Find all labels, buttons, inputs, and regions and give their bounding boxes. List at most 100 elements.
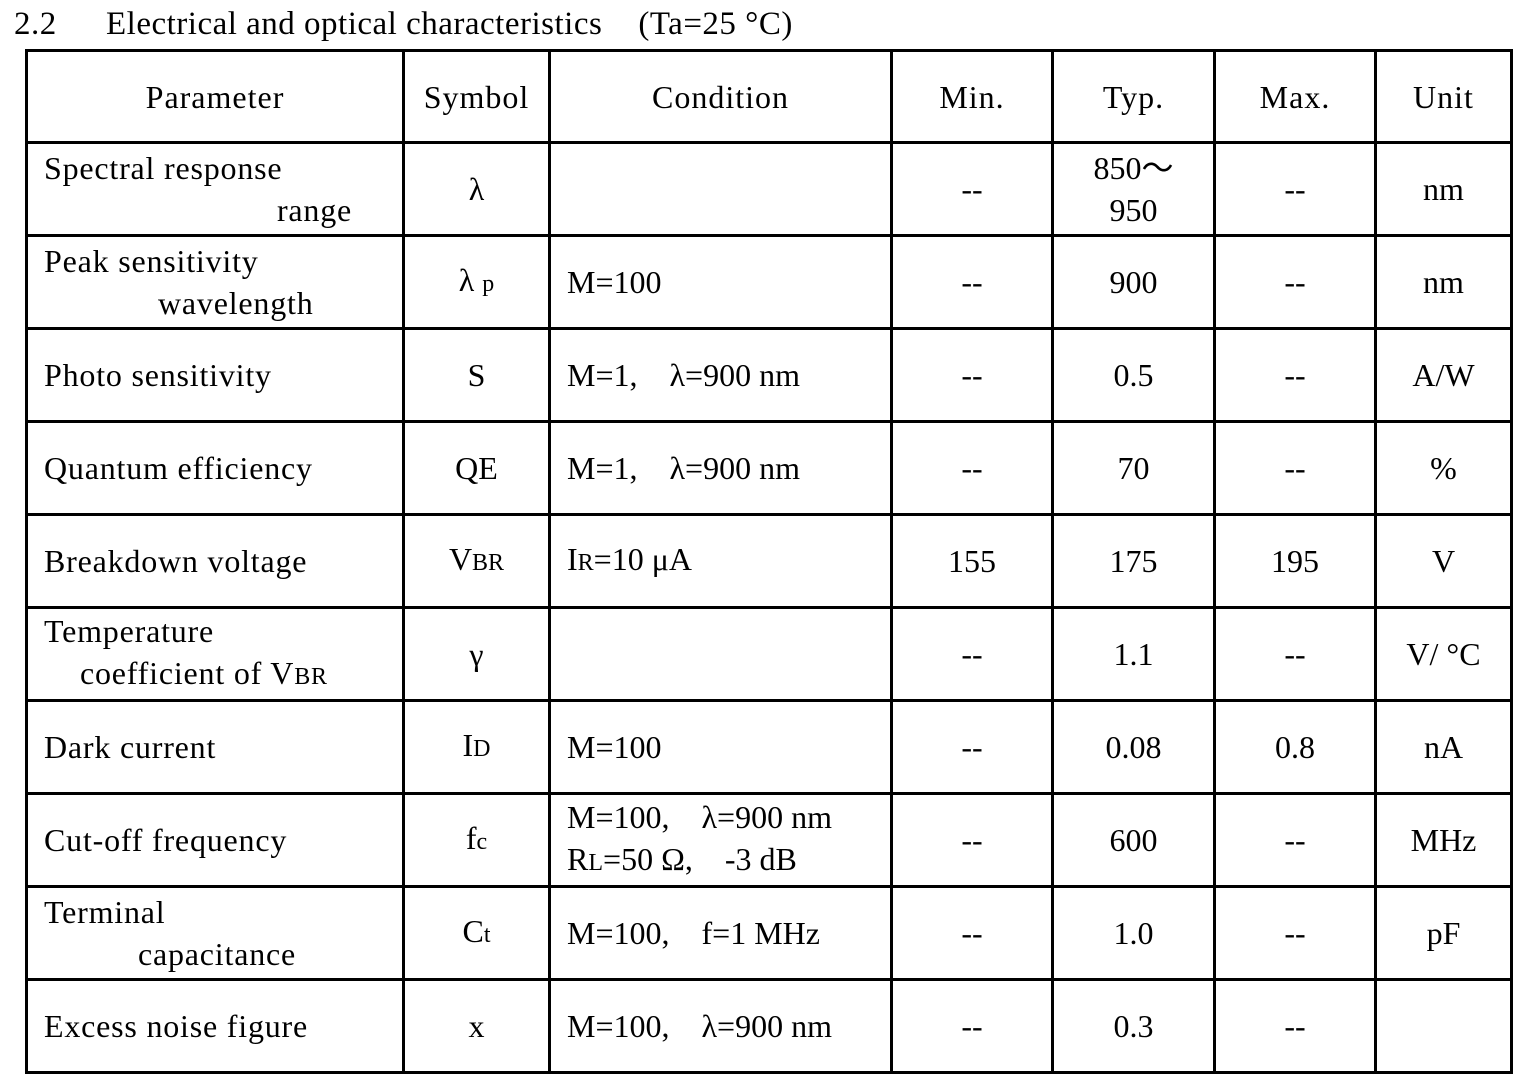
table-row: Quantum efficiency QE M=1, λ=900 nm -- 7… bbox=[25, 420, 1513, 516]
typ-cell: 1.0 bbox=[1051, 885, 1216, 981]
min-cell: -- bbox=[890, 327, 1054, 423]
unit-cell: % bbox=[1374, 420, 1513, 516]
unit-cell: V bbox=[1374, 513, 1513, 609]
max-cell: -- bbox=[1213, 792, 1377, 888]
typ-cell: 900 bbox=[1051, 234, 1216, 330]
parameter-cell: Breakdown voltage bbox=[25, 513, 405, 609]
max-cell: -- bbox=[1213, 885, 1377, 981]
max-cell: -- bbox=[1213, 420, 1377, 516]
condition-cell: M=100, λ=900 nm bbox=[548, 978, 893, 1074]
symbol-cell: ID bbox=[402, 699, 551, 795]
symbol-text: λ bbox=[458, 262, 475, 298]
parameter-cell: Peak sensitivity wavelength bbox=[25, 234, 405, 330]
table-row: Terminal capacitance Ct M=100, f=1 MHz -… bbox=[25, 885, 1513, 981]
max-cell: -- bbox=[1213, 606, 1377, 702]
condition-subscript: L bbox=[588, 850, 604, 876]
condition-text: I bbox=[567, 541, 578, 577]
header-condition: Condition bbox=[548, 49, 893, 144]
condition-text: =10 μA bbox=[593, 541, 692, 577]
symbol-cell: S bbox=[402, 327, 551, 423]
parameter-cell: Quantum efficiency bbox=[25, 420, 405, 516]
max-cell: -- bbox=[1213, 327, 1377, 423]
min-cell: -- bbox=[890, 978, 1054, 1074]
symbol-subscript: c bbox=[476, 829, 488, 855]
max-cell: -- bbox=[1213, 978, 1377, 1074]
parameter-text: Temperature bbox=[44, 613, 215, 649]
typ-cell: 70 bbox=[1051, 420, 1216, 516]
parameter-cell: Terminal capacitance bbox=[25, 885, 405, 981]
parameter-cell: Cut-off frequency bbox=[25, 792, 405, 888]
symbol-cell: VBR bbox=[402, 513, 551, 609]
header-max: Max. bbox=[1213, 49, 1377, 144]
condition-subscript: R bbox=[577, 550, 594, 576]
table-row: Photo sensitivity S M=1, λ=900 nm -- 0.5… bbox=[25, 327, 1513, 423]
max-cell: -- bbox=[1213, 141, 1377, 237]
typ-cell: 1.1 bbox=[1051, 606, 1216, 702]
parameter-cell: Excess noise figure bbox=[25, 978, 405, 1074]
unit-cell: V/ °C bbox=[1374, 606, 1513, 702]
parameter-subscript: BR bbox=[294, 664, 328, 690]
symbol-cell: x bbox=[402, 978, 551, 1074]
typ-cell: 850～ 950 bbox=[1051, 141, 1216, 237]
section-condition: (Ta=25 °C) bbox=[638, 6, 793, 42]
min-cell: -- bbox=[890, 420, 1054, 516]
condition-cell: IR=10 μA bbox=[548, 513, 893, 609]
section-heading: 2.2 Electrical and optical characteristic… bbox=[14, 2, 793, 46]
parameter-text: wavelength bbox=[158, 285, 314, 321]
condition-cell bbox=[548, 141, 893, 237]
symbol-text: C bbox=[462, 913, 484, 949]
symbol-subscript: t bbox=[483, 922, 491, 948]
parameter-text: capacitance bbox=[138, 936, 297, 972]
characteristics-table: Parameter Symbol Condition Min. Typ. Max… bbox=[25, 49, 1513, 1074]
parameter-cell: Temperature coefficient of VBR bbox=[25, 606, 405, 702]
condition-cell: M=100, f=1 MHz bbox=[548, 885, 893, 981]
header-parameter: Parameter bbox=[25, 49, 405, 144]
parameter-text: coefficient of VBR bbox=[44, 652, 392, 698]
symbol-cell: QE bbox=[402, 420, 551, 516]
unit-cell: MHz bbox=[1374, 792, 1513, 888]
min-cell: -- bbox=[890, 606, 1054, 702]
condition-cell: M=1, λ=900 nm bbox=[548, 420, 893, 516]
typ-cell: 175 bbox=[1051, 513, 1216, 609]
typ-cell: 0.08 bbox=[1051, 699, 1216, 795]
header-unit: Unit bbox=[1374, 49, 1513, 144]
parameter-text: Peak sensitivity bbox=[44, 243, 259, 279]
condition-cell: M=100 bbox=[548, 699, 893, 795]
table-row: Temperature coefficient of VBR γ -- 1.1 … bbox=[25, 606, 1513, 702]
symbol-cell: fc bbox=[402, 792, 551, 888]
typ-text: 850～ bbox=[1093, 150, 1174, 186]
parameter-text: Spectral response bbox=[44, 150, 283, 186]
section-number: 2.2 bbox=[14, 6, 57, 42]
unit-cell: nm bbox=[1374, 141, 1513, 237]
table-row: Peak sensitivity wavelength λ p M=100 --… bbox=[25, 234, 1513, 330]
condition-text: M=100, λ=900 nm bbox=[567, 799, 832, 835]
condition-cell bbox=[548, 606, 893, 702]
condition-text: RL=50 Ω, -3 dB bbox=[567, 838, 889, 884]
table-row: Cut-off frequency fc M=100, λ=900 nm RL=… bbox=[25, 792, 1513, 888]
min-cell: 155 bbox=[890, 513, 1054, 609]
table-row: Dark current ID M=100 -- 0.08 0.8 nA bbox=[25, 699, 1513, 795]
min-cell: -- bbox=[890, 699, 1054, 795]
parameter-cell: Photo sensitivity bbox=[25, 327, 405, 423]
header-min: Min. bbox=[890, 49, 1054, 144]
unit-cell: nm bbox=[1374, 234, 1513, 330]
condition-cell: M=100, λ=900 nm RL=50 Ω, -3 dB bbox=[548, 792, 893, 888]
symbol-text: f bbox=[465, 820, 477, 856]
max-cell: -- bbox=[1213, 234, 1377, 330]
section-title: Electrical and optical characteristics bbox=[106, 6, 603, 42]
parameter-text: range bbox=[276, 192, 352, 228]
symbol-text: V bbox=[448, 541, 473, 577]
min-cell: -- bbox=[890, 792, 1054, 888]
typ-cell: 600 bbox=[1051, 792, 1216, 888]
min-cell: -- bbox=[890, 885, 1054, 981]
header-typ: Typ. bbox=[1051, 49, 1216, 144]
symbol-subscript: p bbox=[482, 271, 495, 297]
typ-cell: 0.5 bbox=[1051, 327, 1216, 423]
parameter-cell: Spectral response range bbox=[25, 141, 405, 237]
symbol-cell: λ p bbox=[402, 234, 551, 330]
condition-text: =50 Ω, -3 dB bbox=[603, 841, 797, 877]
unit-cell: nA bbox=[1374, 699, 1513, 795]
unit-cell: pF bbox=[1374, 885, 1513, 981]
symbol-cell: γ bbox=[402, 606, 551, 702]
symbol-text: I bbox=[462, 727, 474, 763]
